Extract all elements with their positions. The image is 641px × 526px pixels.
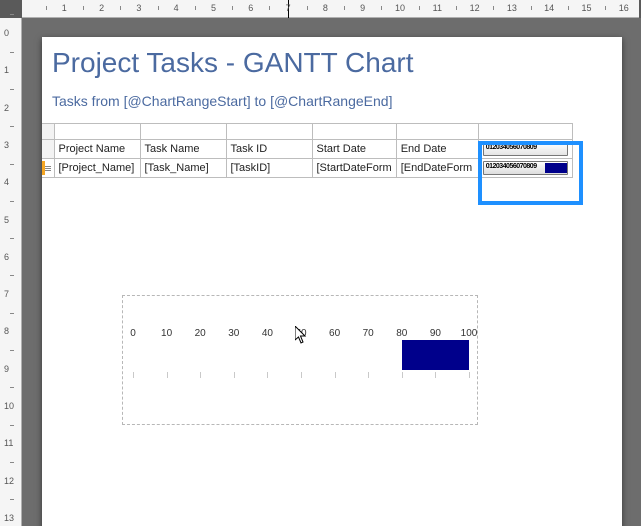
col-header-task-id[interactable]: Task ID [226,140,312,159]
horizontal-ruler: 12345678910111213141516 [22,0,639,18]
col-header-start-date[interactable]: Start Date [312,140,396,159]
cell-end-date[interactable]: [EndDateForm [396,159,478,178]
chart-bar [402,340,469,370]
design-canvas[interactable]: Project Tasks - GANTT Chart Tasks from [… [22,18,641,526]
table-column-handles[interactable] [42,124,572,140]
cell-task-name[interactable]: [Task_Name] [140,159,226,178]
cell-task-id[interactable]: [TaskID] [226,159,312,178]
report-page[interactable]: Project Tasks - GANTT Chart Tasks from [… [42,37,622,526]
col-header-task-name[interactable]: Task Name [140,140,226,159]
page-title[interactable]: Project Tasks - GANTT Chart [52,47,622,79]
cell-project-name[interactable]: [Project_Name] [54,159,140,178]
page-subtitle[interactable]: Tasks from [@ChartRangeStart] to [@Chart… [52,93,622,109]
gantt-chart[interactable]: 0102030405060708090100 [122,295,478,425]
col-header-gantt[interactable]: 012034056070809 [478,140,572,159]
cell-start-date[interactable]: [StartDateForm [312,159,396,178]
col-header-project-name[interactable]: Project Name [54,140,140,159]
row-selector[interactable] [42,159,54,178]
cell-gantt[interactable]: 012034056070809 [478,159,572,178]
col-header-end-date[interactable]: End Date [396,140,478,159]
table-header-row[interactable]: Project Name Task Name Task ID Start Dat… [42,140,572,159]
vertical-ruler: 012345678910111213 [0,18,22,526]
tablix[interactable]: Project Name Task Name Task ID Start Dat… [42,123,612,178]
table-data-row[interactable]: [Project_Name] [Task_Name] [TaskID] [Sta… [42,159,572,178]
